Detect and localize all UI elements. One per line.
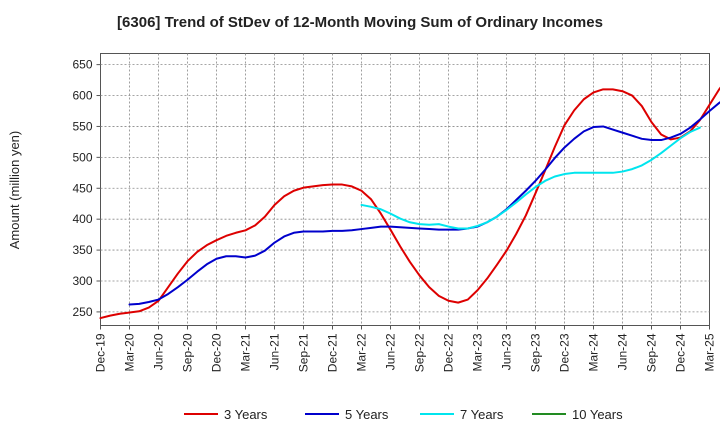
- x-tick-label: Mar-22: [355, 333, 369, 371]
- series-line-3-years: [99, 86, 720, 320]
- x-tick-label: Dec-20: [210, 333, 224, 372]
- series-line-5-years: [128, 101, 720, 306]
- chart-title: [6306] Trend of StDev of 12-Month Moving…: [117, 14, 603, 31]
- x-tick-label: Jun-23: [500, 333, 514, 370]
- x-tick-label: Sep-20: [181, 333, 195, 372]
- y-tick-label: 450: [72, 181, 92, 195]
- x-tick-label: Dec-21: [326, 333, 340, 372]
- x-tick-label: Sep-24: [645, 333, 659, 372]
- x-tick-label: Jun-22: [384, 333, 398, 370]
- x-tick-label: Mar-25: [703, 333, 717, 371]
- plot-area-frame: [100, 53, 710, 326]
- y-tick-label: 500: [72, 150, 92, 164]
- y-tick-label: 250: [72, 305, 92, 319]
- legend-label: 3 Years: [224, 407, 268, 422]
- grid: [100, 53, 710, 326]
- y-axis-title: Amount (million yen): [7, 131, 22, 250]
- x-tick-label: Mar-20: [123, 333, 137, 371]
- x-tick-label: Jun-20: [152, 333, 166, 370]
- x-tick-label: Dec-22: [442, 333, 456, 372]
- legend-label: 7 Years: [460, 407, 504, 422]
- legend-label: 5 Years: [345, 407, 389, 422]
- x-tick-label: Sep-21: [297, 333, 311, 372]
- y-tick-label: 550: [72, 119, 92, 133]
- x-tick-label: Sep-23: [529, 333, 543, 372]
- x-axis: Dec-19 Mar-20 Jun-20 Sep-20 Dec-20 Mar-21 Jun-…: [94, 325, 717, 372]
- x-tick-label: Dec-23: [558, 333, 572, 372]
- x-tick-label: Mar-23: [471, 333, 485, 371]
- x-tick-label: Mar-24: [587, 333, 601, 371]
- series-line-7-years: [360, 126, 701, 230]
- series: [99, 86, 720, 320]
- x-tick-label: Dec-24: [674, 333, 688, 372]
- x-tick-label: Sep-22: [413, 333, 427, 372]
- y-tick-label: 600: [72, 89, 92, 103]
- x-tick-label: Jun-21: [268, 333, 282, 370]
- legend: 3 Years 5 Years 7 Years 10 Years: [184, 407, 623, 422]
- y-axis: 250 300 350 400 450 500 550 600 650: [72, 58, 101, 319]
- y-tick-label: 650: [72, 58, 92, 72]
- legend-label: 10 Years: [572, 407, 623, 422]
- y-tick-label: 300: [72, 274, 92, 288]
- y-tick-label: 350: [72, 243, 92, 257]
- y-tick-label: 400: [72, 212, 92, 226]
- x-tick-label: Dec-19: [94, 333, 108, 372]
- x-tick-label: Jun-24: [616, 333, 630, 370]
- x-tick-label: Mar-21: [239, 333, 253, 371]
